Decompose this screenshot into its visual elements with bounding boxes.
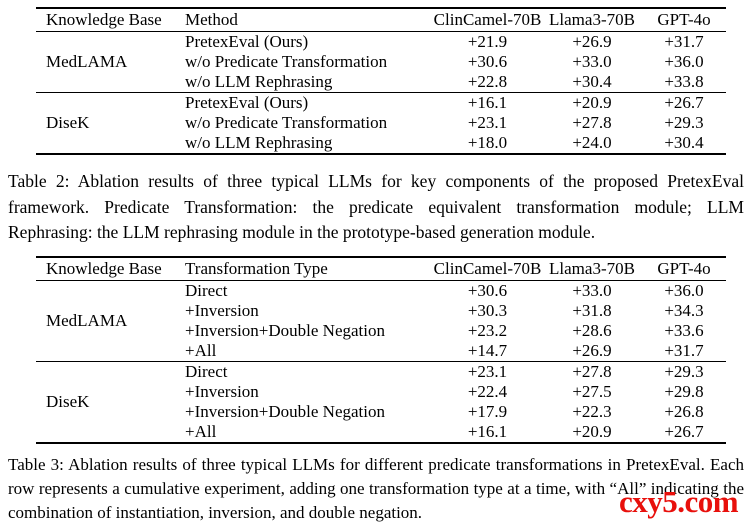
value-cell: +16.1 <box>433 92 542 113</box>
method-cell: +All <box>185 422 217 441</box>
value-cell: +21.9 <box>467 32 508 51</box>
watermark-text: cxy5.com <box>619 484 739 519</box>
table-row: MedLAMA Direct +30.6 +33.0 +36.0 <box>36 281 726 330</box>
ablation-table-2: Knowledge Base Method ClinCamel-70B Llam… <box>36 7 726 155</box>
table3-header-llama3: Llama3-70B <box>542 257 642 281</box>
table-row: +All +16.1 +20.9 +26.7 <box>36 422 726 443</box>
value-cell: +29.3 <box>664 113 704 132</box>
table-row: MedLAMA PretexEval (Ours) +21.9 +26.9 +3… <box>36 32 726 71</box>
value-cell: +27.8 <box>542 361 642 382</box>
value-cell: +34.3 <box>664 301 704 320</box>
value-cell: +20.9 <box>542 92 642 113</box>
method-cell: +All <box>185 341 217 360</box>
table-row: +Inversion+Double Negation +17.9 +22.3 +… <box>36 402 726 422</box>
value-cell: +36.0 <box>664 52 704 71</box>
ablation-table-3: Knowledge Base Transformation Type ClinC… <box>36 256 726 444</box>
table2-header-llama3: Llama3-70B <box>542 8 642 32</box>
method-cell: +Inversion+Double Negation <box>185 321 385 340</box>
table2-caption: Table 2: Ablation results of three typic… <box>8 171 744 242</box>
value-cell: +30.4 <box>664 133 704 152</box>
table2-header-gpt4o: GPT-4o <box>642 8 726 32</box>
value-cell: +27.5 <box>572 382 612 401</box>
value-cell: +18.0 <box>467 133 508 152</box>
value-cell: +20.9 <box>572 422 612 441</box>
kb-cell: MedLAMA <box>46 311 128 330</box>
table-row: +Inversion +22.4 +27.5 +29.8 <box>36 382 726 402</box>
method-cell: Direct <box>185 281 228 300</box>
value-cell: +23.2 <box>467 321 508 340</box>
value-cell: +26.7 <box>664 422 704 441</box>
method-cell: w/o Predicate Transformation <box>185 52 388 71</box>
table-row: DiseK PretexEval (Ours) +16.1 +20.9 +26.… <box>36 92 726 154</box>
method-cell: PretexEval (Ours) <box>185 32 309 51</box>
table-row: w/o Predicate Transformation +23.1 +27.8… <box>36 113 726 133</box>
value-cell: +14.7 <box>467 341 508 360</box>
table-row: w/o LLM Rephrasing +18.0 +24.0 +30.4 <box>36 133 726 154</box>
value-cell: +24.0 <box>572 133 612 152</box>
table-row: +Inversion +30.3 +31.8 +34.3 <box>36 301 726 321</box>
value-cell: +33.6 <box>664 321 704 340</box>
value-cell: +29.8 <box>664 382 704 401</box>
table-row: w/o Predicate Transformation +30.6 +33.0… <box>36 52 726 72</box>
table3-header-transformation-type: Transformation Type <box>183 257 433 281</box>
table-row: DiseK Direct +23.1 +27.8 +29.3 <box>36 361 726 443</box>
value-cell: +26.9 <box>572 32 612 51</box>
method-cell: PretexEval (Ours) <box>183 92 433 113</box>
method-cell: w/o Predicate Transformation <box>185 113 388 132</box>
table-row: w/o LLM Rephrasing +22.8 +30.4 +33.8 <box>36 72 726 93</box>
table3-header-clincamel: ClinCamel-70B <box>433 257 542 281</box>
value-cell: +26.7 <box>642 92 726 113</box>
value-cell: +30.4 <box>572 72 612 91</box>
value-cell: +23.1 <box>467 113 508 132</box>
value-cell: +31.8 <box>572 301 612 320</box>
value-cell: +31.7 <box>664 341 704 360</box>
table2-header-method: Method <box>183 8 433 32</box>
value-cell: +22.4 <box>467 382 508 401</box>
table3-header-knowledge-base: Knowledge Base <box>36 257 183 281</box>
method-cell: +Inversion+Double Negation <box>185 402 385 421</box>
table3-header-row: Knowledge Base Transformation Type ClinC… <box>36 257 726 281</box>
value-cell: +23.1 <box>433 361 542 382</box>
kb-cell: MedLAMA <box>46 52 128 71</box>
value-cell: +28.6 <box>572 321 612 340</box>
table-row: +Inversion+Double Negation +23.2 +28.6 +… <box>36 321 726 341</box>
value-cell: +30.6 <box>467 52 508 71</box>
value-cell: +17.9 <box>467 402 508 421</box>
kb-cell: DiseK <box>36 92 183 154</box>
table2-header-knowledge-base: Knowledge Base <box>36 8 183 32</box>
value-cell: +22.8 <box>467 72 508 91</box>
method-cell: w/o LLM Rephrasing <box>185 133 333 152</box>
value-cell: +30.6 <box>467 281 508 300</box>
method-cell: w/o LLM Rephrasing <box>185 72 333 91</box>
value-cell: +26.8 <box>664 402 704 421</box>
value-cell: +27.8 <box>572 113 612 132</box>
method-cell: Direct <box>183 361 433 382</box>
table2-header-row: Knowledge Base Method ClinCamel-70B Llam… <box>36 8 726 32</box>
value-cell: +16.1 <box>467 422 508 441</box>
value-cell: +33.8 <box>664 72 704 91</box>
value-cell: +31.7 <box>664 32 704 51</box>
kb-cell: DiseK <box>36 361 183 443</box>
value-cell: +29.3 <box>642 361 726 382</box>
value-cell: +33.0 <box>572 281 612 300</box>
method-cell: +Inversion <box>185 382 259 401</box>
value-cell: +22.3 <box>572 402 612 421</box>
value-cell: +26.9 <box>572 341 612 360</box>
table3-caption: Table 3: Ablation results of three typic… <box>8 455 744 522</box>
value-cell: +33.0 <box>572 52 612 71</box>
value-cell: +30.3 <box>467 301 508 320</box>
table3-header-gpt4o: GPT-4o <box>642 257 726 281</box>
value-cell: +36.0 <box>664 281 704 300</box>
method-cell: +Inversion <box>185 301 259 320</box>
table-row: +All +14.7 +26.9 +31.7 <box>36 341 726 362</box>
table2-header-clincamel: ClinCamel-70B <box>433 8 542 32</box>
